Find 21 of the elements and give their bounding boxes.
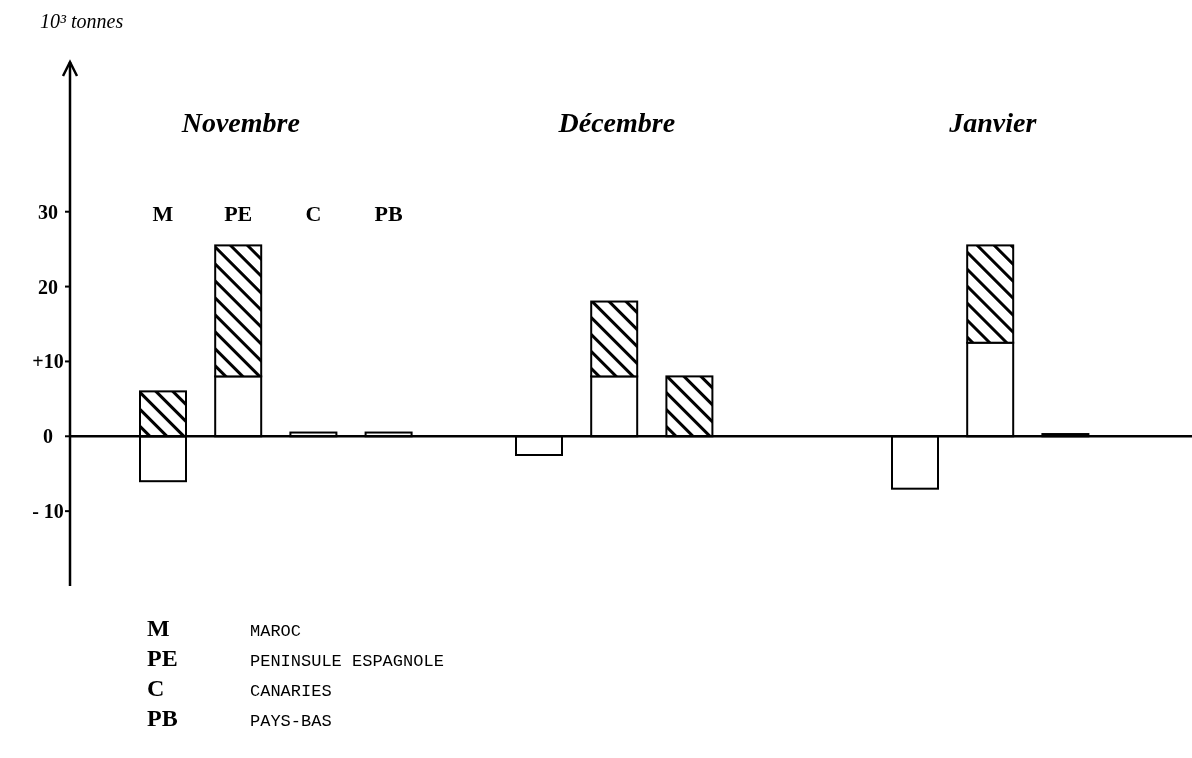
text: PE	[147, 645, 178, 671]
text: C	[147, 675, 165, 701]
text: PAYS-BAS	[250, 712, 332, 731]
annotation: Décembre	[557, 107, 676, 138]
x-tick-label: PE	[224, 201, 253, 226]
y-tick-label: 20	[38, 275, 58, 298]
y-tick-label: 0	[43, 425, 53, 448]
y-tick-label: +10	[32, 350, 64, 373]
text: MAROC	[250, 622, 302, 641]
x-tick-label: PB	[374, 201, 403, 226]
y-tick-label: 30	[38, 200, 58, 223]
annotation: Novembre	[180, 107, 300, 138]
y-axis-title: 10³ tonnes	[40, 10, 124, 32]
text: PENINSULE ESPAGNOLE	[250, 652, 444, 671]
text: M	[147, 615, 170, 641]
x-tick-label: C	[305, 201, 322, 226]
y-tick-label: - 10	[32, 500, 64, 523]
text: CANARIES	[250, 682, 332, 701]
x-tick-label: M	[152, 201, 174, 226]
annotation: Janvier	[948, 107, 1038, 138]
text: PB	[147, 705, 178, 731]
